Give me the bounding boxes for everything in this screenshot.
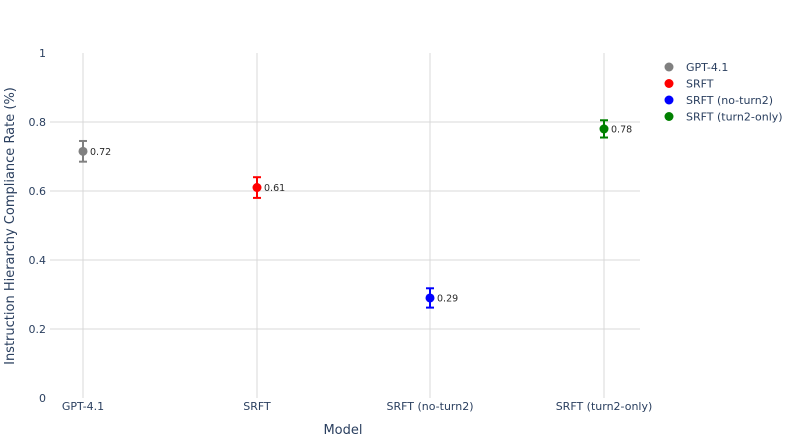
data-point-group: 0.61 bbox=[252, 176, 285, 199]
x-axis-title: Model bbox=[323, 423, 362, 438]
legend-label: SRFT (turn2-only) bbox=[686, 111, 783, 124]
data-point[interactable] bbox=[78, 146, 88, 156]
grid-layer bbox=[50, 53, 640, 398]
x-tick-label: SRFT (no-turn2) bbox=[386, 400, 473, 413]
legend-item[interactable]: SRFT (no-turn2) bbox=[664, 94, 774, 107]
data-label: 0.61 bbox=[264, 183, 285, 194]
legend-label: GPT-4.1 bbox=[686, 61, 728, 74]
data-label: 0.29 bbox=[437, 293, 458, 304]
data-point[interactable] bbox=[252, 183, 262, 193]
legend-item[interactable]: SRFT (turn2-only) bbox=[664, 111, 783, 124]
data-point-group: 0.78 bbox=[599, 119, 632, 139]
y-tick-label: 1 bbox=[39, 47, 46, 60]
legend-marker bbox=[664, 79, 674, 88]
data-point[interactable] bbox=[425, 293, 435, 303]
y-tick-labels: 0 0.2 0.4 0.6 0.8 1 bbox=[29, 47, 47, 405]
data-label: 0.78 bbox=[611, 124, 632, 135]
x-tick-label: GPT-4.1 bbox=[62, 400, 104, 413]
legend-item[interactable]: SRFT bbox=[664, 78, 714, 91]
y-tick-label: 0.2 bbox=[29, 323, 47, 336]
x-tick-label: SRFT (turn2-only) bbox=[556, 400, 653, 413]
data-point-group: 0.72 bbox=[78, 139, 111, 163]
legend-marker bbox=[664, 112, 674, 121]
y-tick-label: 0.4 bbox=[29, 254, 47, 267]
legend-marker bbox=[664, 95, 674, 105]
data-point[interactable] bbox=[599, 124, 609, 134]
legend-marker bbox=[664, 62, 674, 72]
y-tick-label: 0 bbox=[39, 392, 46, 405]
data-point-group: 0.29 bbox=[425, 287, 458, 309]
y-tick-label: 0.8 bbox=[29, 116, 47, 129]
legend[interactable]: GPT-4.1 SRFT SRFT (no-turn2) SRFT (turn2-on… bbox=[664, 61, 783, 124]
data-label: 0.72 bbox=[90, 147, 111, 158]
x-tick-label: SRFT bbox=[243, 400, 271, 413]
x-tick-labels: GPT-4.1 SRFT SRFT (no-turn2) SRFT (turn2-on… bbox=[62, 400, 652, 413]
data-marks: 0.72 0.61 0.29 0.78 bbox=[78, 119, 632, 309]
legend-label: SRFT (no-turn2) bbox=[686, 94, 773, 107]
y-axis-title: Instruction Hierarchy Compliance Rate (%… bbox=[3, 87, 18, 365]
legend-label: SRFT bbox=[686, 78, 714, 91]
legend-item[interactable]: GPT-4.1 bbox=[664, 61, 729, 74]
y-tick-label: 0.6 bbox=[29, 185, 47, 198]
